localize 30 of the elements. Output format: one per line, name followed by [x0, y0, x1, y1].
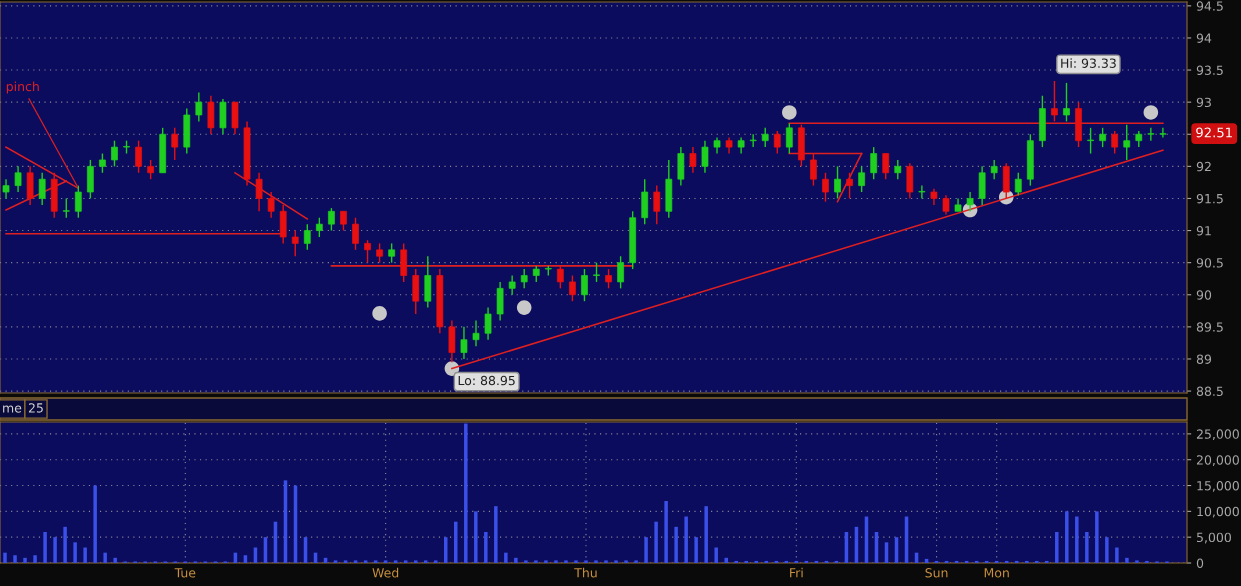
annotation: Hi: 93.33 [1061, 58, 1116, 68]
text: 25 [28, 403, 43, 413]
y-tick-label: 90.5 [1196, 258, 1223, 268]
y-tick-label: 0 [1196, 558, 1204, 568]
y-tick-label: 89.5 [1196, 322, 1223, 332]
y-tick-label: 20,000 [1196, 455, 1239, 466]
y-tick-label: 25,000 [1196, 429, 1239, 441]
y-tick-label: 93.5 [1196, 65, 1223, 75]
y-tick-label: 10,000 [1197, 506, 1239, 518]
y-tick-label: 93 [1196, 97, 1211, 108]
text: me [3, 405, 22, 413]
x-tick-label: Wed [372, 567, 399, 578]
y-tick-label: 94.5 [1196, 1, 1223, 11]
x-tick-label: Tue [174, 568, 196, 578]
x-tick-label: Mon [984, 568, 1009, 578]
y-tick-label: 15,000 [1197, 481, 1239, 492]
y-tick-label: 89 [1196, 354, 1212, 364]
text: 92.51 [1196, 127, 1232, 138]
y-tick-label: 90 [1196, 290, 1212, 300]
y-tick-label: 88.5 [1196, 386, 1223, 396]
y-tick-label: 92 [1196, 161, 1211, 172]
x-tick-label: Fri [790, 567, 803, 578]
y-tick-label: 5,000 [1196, 532, 1231, 544]
y-tick-label: 91.5 [1196, 193, 1223, 204]
y-tick-label: 91 [1196, 226, 1211, 236]
annotation: pinch [6, 81, 39, 94]
y-tick-label: 94 [1196, 33, 1212, 43]
x-tick-label: Thu [574, 567, 597, 578]
annotation: Lo: 88.95 [458, 375, 515, 386]
x-tick-label: Sun [925, 568, 948, 578]
